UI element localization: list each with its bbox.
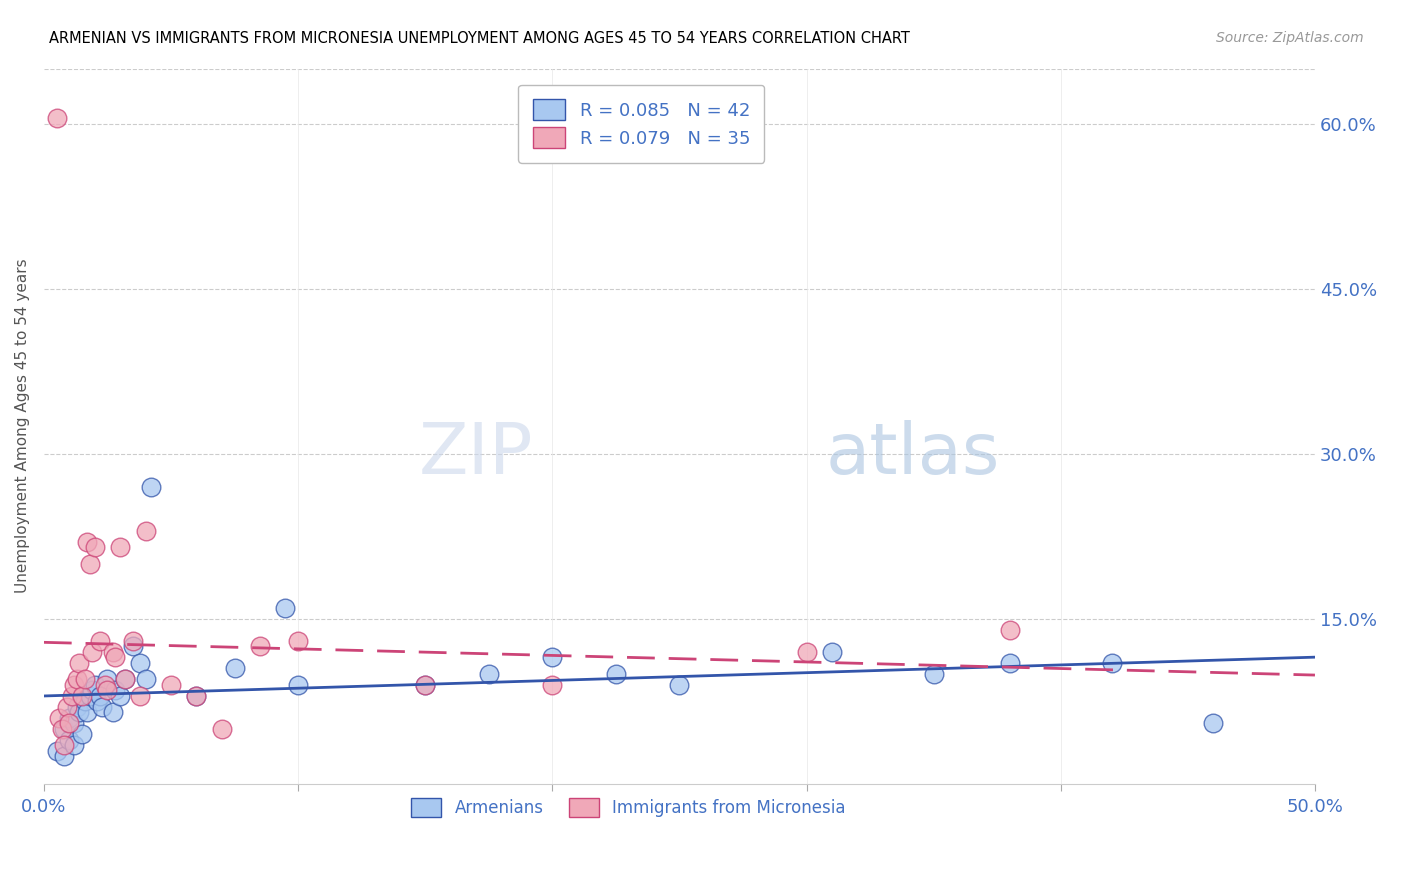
Point xyxy=(79,689,101,703)
Point xyxy=(63,716,86,731)
Point xyxy=(45,744,67,758)
Point xyxy=(45,111,67,125)
Point xyxy=(94,678,117,692)
Point xyxy=(108,689,131,703)
Point xyxy=(60,689,83,703)
Point xyxy=(668,678,690,692)
Point xyxy=(139,480,162,494)
Point xyxy=(541,678,564,692)
Point xyxy=(101,645,124,659)
Point xyxy=(1101,656,1123,670)
Point xyxy=(58,711,80,725)
Point xyxy=(51,722,73,736)
Point xyxy=(101,705,124,719)
Point xyxy=(108,540,131,554)
Point xyxy=(73,694,96,708)
Point xyxy=(249,639,271,653)
Text: ARMENIAN VS IMMIGRANTS FROM MICRONESIA UNEMPLOYMENT AMONG AGES 45 TO 54 YEARS CO: ARMENIAN VS IMMIGRANTS FROM MICRONESIA U… xyxy=(49,31,910,46)
Point xyxy=(121,633,143,648)
Point xyxy=(96,672,118,686)
Point xyxy=(69,705,91,719)
Point xyxy=(58,716,80,731)
Point xyxy=(82,683,104,698)
Point xyxy=(66,699,89,714)
Point xyxy=(70,689,93,703)
Point xyxy=(998,656,1021,670)
Point xyxy=(211,722,233,736)
Point xyxy=(63,678,86,692)
Point xyxy=(287,633,309,648)
Point xyxy=(1202,716,1225,731)
Point xyxy=(89,633,111,648)
Point xyxy=(79,557,101,571)
Legend: Armenians, Immigrants from Micronesia: Armenians, Immigrants from Micronesia xyxy=(404,789,853,825)
Point xyxy=(160,678,183,692)
Point xyxy=(287,678,309,692)
Point xyxy=(48,711,70,725)
Point xyxy=(274,600,297,615)
Point xyxy=(413,678,436,692)
Point xyxy=(70,727,93,741)
Point xyxy=(96,683,118,698)
Point xyxy=(63,738,86,752)
Point xyxy=(86,694,108,708)
Point xyxy=(821,645,844,659)
Point xyxy=(114,672,136,686)
Point xyxy=(58,732,80,747)
Point xyxy=(796,645,818,659)
Point xyxy=(66,672,89,686)
Point xyxy=(70,689,93,703)
Text: ZIP: ZIP xyxy=(419,420,533,489)
Point xyxy=(82,645,104,659)
Point xyxy=(104,683,127,698)
Point xyxy=(478,666,501,681)
Point xyxy=(413,678,436,692)
Point xyxy=(129,689,152,703)
Point xyxy=(224,661,246,675)
Point xyxy=(104,650,127,665)
Point xyxy=(186,689,208,703)
Point xyxy=(121,639,143,653)
Point xyxy=(129,656,152,670)
Point xyxy=(69,656,91,670)
Point xyxy=(605,666,627,681)
Point xyxy=(76,534,98,549)
Point xyxy=(76,705,98,719)
Text: Source: ZipAtlas.com: Source: ZipAtlas.com xyxy=(1216,31,1364,45)
Point xyxy=(541,650,564,665)
Point xyxy=(135,524,157,538)
Point xyxy=(53,738,76,752)
Point xyxy=(135,672,157,686)
Point xyxy=(114,672,136,686)
Point xyxy=(91,699,114,714)
Point xyxy=(89,689,111,703)
Point xyxy=(83,678,105,692)
Point xyxy=(55,699,77,714)
Point xyxy=(73,672,96,686)
Point xyxy=(186,689,208,703)
Point xyxy=(53,722,76,736)
Text: atlas: atlas xyxy=(825,420,1000,489)
Point xyxy=(998,623,1021,637)
Point xyxy=(83,540,105,554)
Point xyxy=(922,666,945,681)
Y-axis label: Unemployment Among Ages 45 to 54 years: Unemployment Among Ages 45 to 54 years xyxy=(15,259,30,593)
Point xyxy=(53,749,76,764)
